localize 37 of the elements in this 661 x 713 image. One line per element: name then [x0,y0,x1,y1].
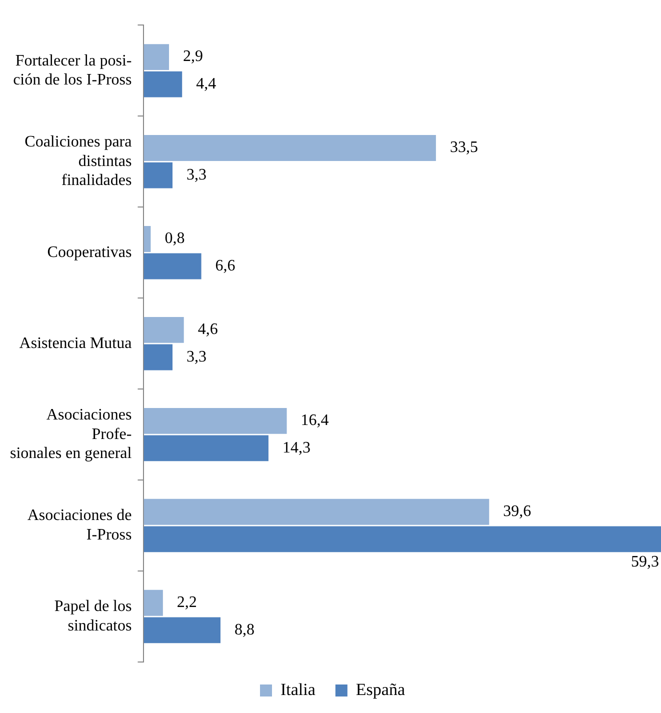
data-label: 39,6 [503,503,532,520]
bar [144,253,202,280]
y-tick-label: Asociaciones Profe- sionales en general [10,406,132,462]
bar [144,435,268,462]
bar [144,498,490,525]
data-label: 0,8 [164,230,185,248]
data-label: 2,2 [176,594,197,612]
bar [144,71,182,98]
bar [144,226,151,252]
bar [144,617,220,644]
data-label: 2,9 [183,48,204,66]
bar [144,590,163,616]
data-label: 4,6 [198,321,218,338]
y-tick-label: Coaliciones para distintas finalidades [24,134,132,190]
data-label: 14,3 [282,439,310,456]
data-label: 4,4 [196,76,216,93]
y-tick-label: Fortalecer la posi- ción de los I-Pross [13,52,132,88]
data-label: 16,4 [300,412,329,430]
legend-label: España [356,680,406,699]
data-label: 59,3 [631,553,659,570]
legend-label: Italia [280,680,316,699]
data-label: 3,3 [186,348,207,366]
bar [144,44,170,70]
y-tick-label: Papel de los sindicatos [54,598,132,634]
bar [144,135,436,161]
bar [144,408,287,434]
data-label: 33,5 [450,139,478,156]
y-tick-label: Cooperativas [47,244,132,261]
bar [144,162,173,188]
data-label: 8,8 [234,621,254,638]
y-tick-label: Asociaciones de I-Pross [27,507,132,544]
data-label: 6,6 [215,257,236,274]
bar [144,344,173,370]
data-label: 3,3 [186,166,207,184]
bar [144,526,661,552]
y-tick-label: Asistencia Mutua [19,334,132,352]
bar [144,316,184,343]
